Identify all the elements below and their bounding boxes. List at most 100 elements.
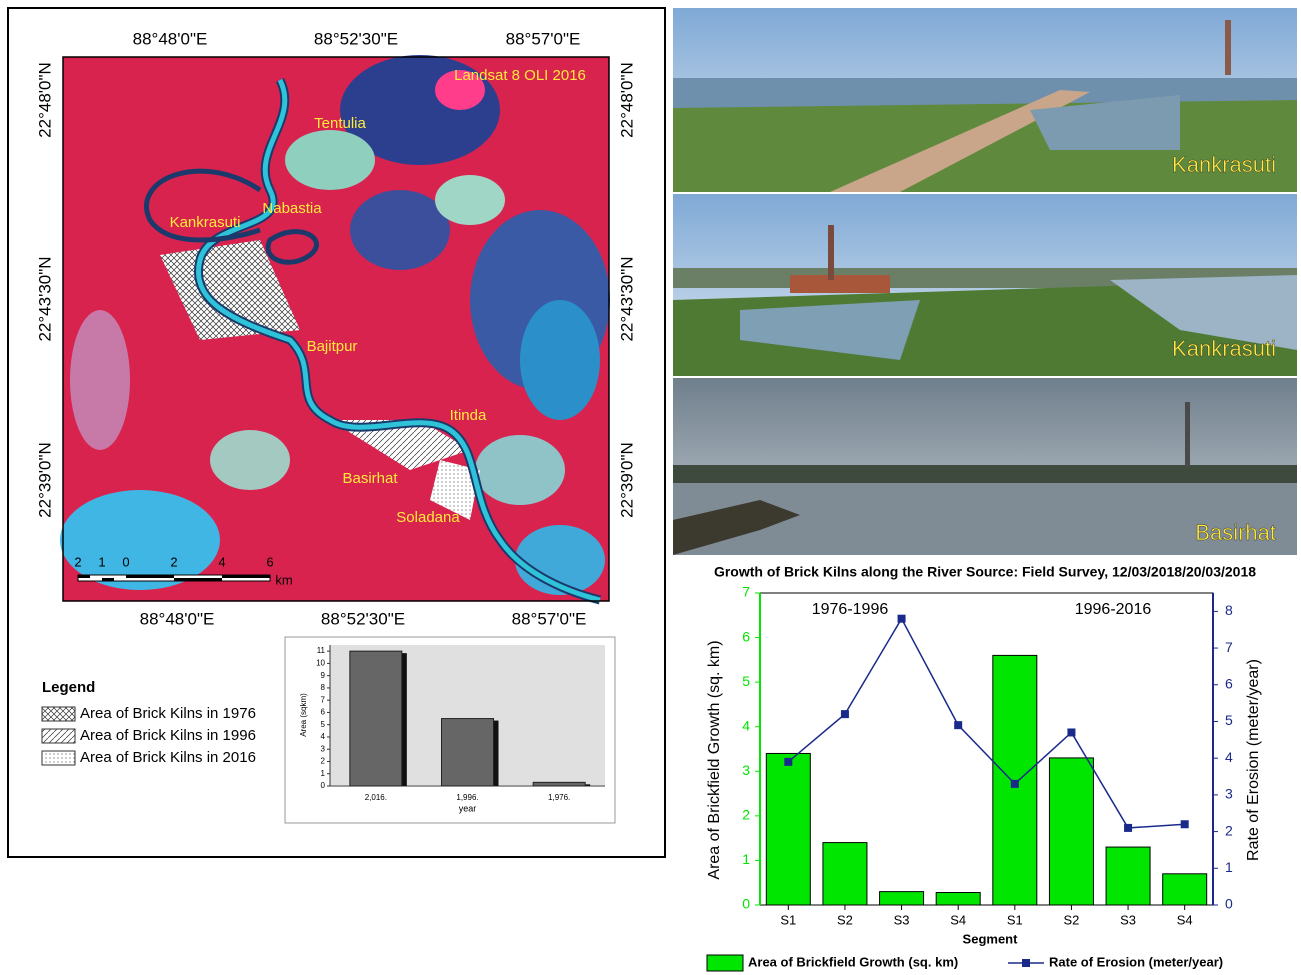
scale-bar: [78, 575, 270, 581]
bar: [766, 753, 810, 905]
y-tick-label: 10: [316, 659, 325, 668]
bar: [823, 843, 867, 905]
x-axis-label: year: [459, 803, 477, 813]
bar: [880, 892, 924, 905]
x-tick-label: S3: [894, 912, 910, 927]
legend-label: Area of Brickfield Growth (sq. km): [748, 954, 958, 969]
scale-label: 0: [122, 554, 129, 569]
legend-label: Area of Brick Kilns in 2016: [80, 749, 256, 766]
annotation: 1996-2016: [1075, 601, 1152, 618]
y2-tick-label: 7: [1225, 639, 1233, 655]
annotation: 1976-1996: [812, 601, 889, 618]
map-image: [60, 55, 610, 601]
y2-tick-label: 5: [1225, 712, 1233, 728]
figure: 012345678910112,016.1,996.1,976.yearArea…: [0, 0, 1301, 975]
bar: [1049, 758, 1093, 905]
lat-label: 22°39'0"N: [617, 442, 636, 518]
y-axis-label: Area (sqkm): [299, 693, 308, 737]
x-tick-label: 2,016.: [365, 793, 387, 802]
y-tick-label: 5: [321, 720, 326, 729]
legend-label: Rate of Erosion (meter/year): [1049, 954, 1223, 969]
page: 012345678910112,016.1,996.1,976.yearArea…: [0, 0, 1301, 975]
marker: [1011, 780, 1019, 788]
bar: [350, 651, 402, 786]
bar: [1106, 847, 1150, 905]
x-tick-label: 1,976.: [548, 793, 570, 802]
lon-label: 88°57'0"E: [506, 29, 581, 48]
place-label: Nabastia: [262, 200, 322, 217]
scale-label: 2: [170, 554, 177, 569]
y-axis-label: Area of Brickfield Growth (sq. km): [706, 640, 723, 879]
lon-label: 88°52'30"E: [314, 29, 398, 48]
y2-tick-label: 2: [1225, 822, 1233, 838]
line: [788, 619, 1184, 828]
bar: [533, 782, 585, 786]
legend-label: Area of Brick Kilns in 1976: [80, 705, 256, 722]
place-label: Tentulia: [314, 115, 366, 132]
y-tick-label: 0: [742, 896, 750, 912]
lat-label: 22°39'0"N: [35, 442, 54, 518]
marker: [1181, 820, 1189, 828]
lat-label: 22°48'0"N: [617, 62, 636, 138]
y-tick-label: 5: [742, 673, 750, 689]
y2-tick-label: 0: [1225, 896, 1233, 912]
y-tick-label: 9: [321, 671, 326, 680]
y-tick-label: 2: [742, 807, 750, 823]
place-label: Itinda: [450, 407, 487, 424]
x-tick-label: S2: [1063, 912, 1079, 927]
lon-label: 88°48'0"E: [133, 29, 208, 48]
scale-unit: km: [275, 572, 292, 587]
lat-label: 22°43'30"N: [617, 256, 636, 341]
y-tick-label: 3: [321, 744, 326, 753]
photo-label: Basirhat: [1195, 520, 1276, 545]
y-tick-label: 1: [321, 769, 326, 778]
y-tick-label: 3: [742, 762, 750, 778]
y-tick-label: 11: [317, 646, 326, 655]
main-chart: Growth of Brick Kilns along the River So…: [706, 564, 1262, 971]
y-tick-label: 6: [321, 708, 326, 717]
y2-tick-label: 4: [1225, 749, 1233, 765]
y-tick-label: 2: [321, 757, 326, 766]
lon-label: 88°52'30"E: [321, 609, 405, 628]
x-tick-label: S4: [1177, 912, 1193, 927]
scale-label: 2: [74, 554, 81, 569]
photo-label: Kankrasuti: [1172, 152, 1276, 177]
marker: [1067, 728, 1075, 736]
chart-title: Growth of Brick Kilns along the River So…: [714, 564, 1256, 580]
marker: [841, 710, 849, 718]
place-label: Soladana: [396, 509, 460, 526]
bar-side: [494, 721, 499, 786]
x-tick-label: S4: [950, 912, 966, 927]
legend-title: Legend: [42, 679, 95, 696]
place-label: Bajitpur: [307, 338, 358, 355]
lat-label: 22°43'30"N: [35, 256, 54, 341]
place-label: Basirhat: [342, 470, 398, 487]
x-tick-label: S1: [1007, 912, 1023, 927]
y2-tick-label: 8: [1225, 602, 1233, 618]
bar: [1163, 874, 1207, 905]
marker: [1124, 824, 1132, 832]
scale-label: 4: [218, 554, 225, 569]
place-label: Kankrasuti: [170, 214, 241, 231]
source-label: Landsat 8 OLI 2016: [454, 67, 586, 84]
y2-tick-label: 3: [1225, 786, 1233, 802]
x-tick-label: S2: [837, 912, 853, 927]
y-tick-label: 0: [321, 781, 326, 790]
bar: [936, 893, 980, 905]
x-tick-label: S3: [1120, 912, 1136, 927]
scale-label: 6: [266, 554, 273, 569]
marker: [954, 721, 962, 729]
bar: [442, 719, 494, 786]
legend-swatch: [42, 729, 75, 743]
y-tick-label: 8: [321, 683, 326, 692]
y2-tick-label: 6: [1225, 675, 1233, 691]
y-tick-label: 6: [742, 628, 750, 644]
y-tick-label: 1: [742, 851, 750, 867]
legend-swatch: [42, 707, 75, 721]
bar-side: [402, 653, 407, 786]
lon-label: 88°48'0"E: [140, 609, 215, 628]
scale-label: 1: [98, 554, 105, 569]
y2-tick-label: 1: [1225, 859, 1233, 875]
y-tick-label: 7: [742, 584, 750, 600]
marker: [898, 615, 906, 623]
